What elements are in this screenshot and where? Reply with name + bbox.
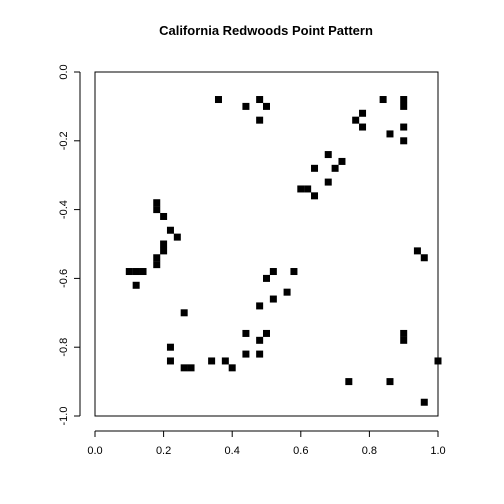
- data-point: [359, 123, 367, 131]
- data-point: [180, 309, 188, 317]
- data-points: [125, 96, 442, 406]
- data-point: [400, 137, 408, 145]
- data-point: [400, 336, 408, 344]
- data-point: [166, 226, 174, 234]
- y-tick-label: -0.4: [58, 200, 70, 219]
- y-axis: 0.0 -0.2 -0.4 -0.6 -0.8 -1.0: [58, 64, 81, 426]
- data-point: [338, 157, 346, 165]
- data-point: [420, 398, 428, 406]
- data-point: [153, 254, 161, 262]
- data-point: [256, 350, 264, 358]
- data-point: [160, 212, 168, 220]
- x-tick-label: 1.0: [430, 445, 445, 457]
- y-tick-label: -0.8: [58, 338, 70, 357]
- chart-title: California Redwoods Point Pattern: [159, 23, 373, 38]
- data-point: [297, 185, 305, 193]
- data-point: [153, 206, 161, 214]
- x-tick-label: 0.6: [293, 445, 308, 457]
- data-point: [386, 130, 394, 138]
- data-point: [208, 357, 216, 365]
- data-point: [311, 164, 319, 172]
- data-point: [263, 329, 270, 337]
- y-tick-label: 0.0: [58, 64, 70, 79]
- data-point: [420, 254, 428, 262]
- data-point: [256, 116, 264, 124]
- data-point: [283, 288, 291, 296]
- data-point: [132, 281, 140, 289]
- x-tick-label: 0.4: [225, 445, 240, 457]
- data-point: [221, 357, 229, 365]
- x-tick-label: 0.2: [156, 445, 171, 457]
- y-tick-label: -0.2: [58, 131, 70, 150]
- data-point: [256, 302, 264, 310]
- data-point: [324, 178, 332, 186]
- data-point: [400, 329, 408, 337]
- y-tick-label: -0.6: [58, 269, 70, 288]
- plot-frame: [94, 71, 439, 417]
- data-point: [180, 364, 188, 372]
- data-point: [242, 329, 250, 337]
- data-point: [173, 233, 181, 241]
- data-point: [413, 247, 421, 255]
- data-point: [263, 274, 270, 282]
- data-point: [263, 102, 270, 110]
- data-point: [153, 261, 161, 269]
- y-tick-label: -1.0: [58, 407, 70, 426]
- data-point: [160, 240, 168, 248]
- data-point: [400, 96, 408, 104]
- data-point: [345, 378, 353, 386]
- data-point: [166, 357, 174, 365]
- data-point: [160, 247, 168, 255]
- data-point: [311, 192, 319, 200]
- data-point: [324, 151, 332, 159]
- data-point: [242, 350, 250, 358]
- data-point: [269, 268, 277, 276]
- data-point: [269, 295, 277, 303]
- data-point: [242, 102, 250, 110]
- data-point: [386, 378, 394, 386]
- x-tick-label: 0.8: [362, 445, 377, 457]
- data-point: [379, 96, 387, 104]
- data-point: [434, 357, 442, 365]
- data-point: [228, 364, 236, 372]
- data-point: [400, 123, 408, 131]
- data-point: [166, 343, 174, 351]
- data-point: [359, 109, 367, 117]
- data-point: [125, 268, 133, 276]
- data-point: [290, 268, 298, 276]
- data-point: [256, 96, 264, 104]
- data-point: [331, 164, 339, 172]
- data-point: [139, 268, 147, 276]
- data-point: [187, 364, 195, 372]
- data-point: [132, 268, 140, 276]
- data-point: [400, 102, 408, 110]
- x-axis: 0.0 0.2 0.4 0.6 0.8 1.0: [87, 430, 446, 457]
- data-point: [352, 116, 360, 124]
- data-point: [256, 336, 264, 344]
- data-point: [304, 185, 312, 193]
- data-point: [214, 96, 222, 104]
- data-point: [153, 199, 161, 207]
- x-tick-label: 0.0: [87, 445, 102, 457]
